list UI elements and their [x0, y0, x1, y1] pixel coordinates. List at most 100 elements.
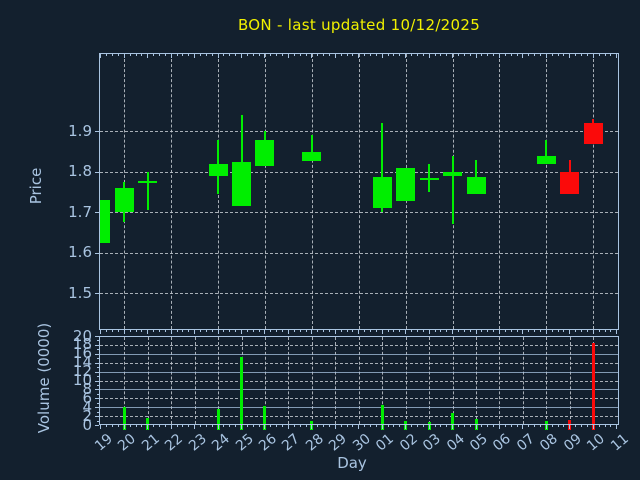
x-tick: [428, 54, 430, 58]
x-tick: [592, 330, 594, 334]
x-minor-tick: [270, 54, 272, 56]
x-minor-tick: [235, 54, 237, 56]
x-minor-tick: [182, 330, 184, 332]
x-minor-tick: [586, 330, 588, 332]
candle-wick: [146, 171, 149, 211]
x-minor-tick: [440, 54, 442, 56]
candle-body: [396, 167, 416, 201]
x-minor-tick: [299, 425, 301, 427]
x-tick: [522, 330, 524, 334]
x-minor-tick: [211, 54, 213, 56]
x-minor-tick: [270, 425, 272, 427]
x-minor-tick: [299, 54, 301, 56]
x-minor-tick: [375, 330, 377, 332]
x-tick: [170, 425, 172, 429]
x-minor-tick: [598, 425, 600, 427]
candle-body: [100, 200, 111, 243]
v-gridline: [264, 54, 266, 329]
x-minor-tick: [563, 425, 565, 427]
candle-wick: [381, 123, 384, 213]
x-minor-tick: [293, 425, 295, 427]
x-minor-tick: [141, 330, 143, 332]
x-tick: [147, 425, 149, 429]
x-minor-tick: [563, 54, 565, 56]
x-tick: [381, 54, 383, 58]
candle-wick: [240, 115, 243, 207]
x-minor-tick: [317, 330, 319, 332]
x-tick: [545, 425, 547, 429]
x-tick: [452, 54, 454, 58]
volume-bar: [216, 409, 220, 424]
h-gridline: [100, 344, 618, 346]
x-minor-tick: [487, 425, 489, 427]
x-minor-tick: [282, 54, 283, 56]
x-minor-tick: [305, 425, 307, 427]
y-tick: [97, 420, 99, 422]
x-minor-tick: [411, 54, 412, 56]
x-minor-tick: [164, 54, 166, 56]
h-gridline: [100, 252, 618, 254]
x-minor-tick: [176, 425, 178, 427]
candle-body: [208, 164, 228, 176]
x-minor-tick: [387, 54, 389, 56]
h-gridline: [100, 371, 618, 373]
x-minor-tick: [129, 425, 131, 427]
x-minor-tick: [481, 54, 483, 56]
x-minor-tick: [135, 54, 137, 56]
x-minor-tick: [117, 425, 119, 427]
x-minor-tick: [393, 54, 395, 56]
x-minor-tick: [135, 425, 137, 427]
x-tick: [264, 54, 266, 58]
x-tick: [498, 330, 500, 334]
y-tick: [95, 293, 99, 295]
h-gridline: [100, 398, 618, 400]
x-minor-tick: [158, 54, 160, 56]
x-minor-tick: [528, 330, 530, 332]
x-minor-tick: [551, 425, 553, 427]
x-minor-tick: [158, 425, 160, 427]
x-minor-tick: [317, 54, 319, 56]
x-minor-tick: [223, 330, 225, 332]
candle-body: [419, 177, 439, 181]
x-minor-tick: [540, 330, 541, 332]
x-minor-tick: [117, 330, 119, 332]
candle-body: [560, 171, 580, 194]
h-gridline: [100, 353, 618, 355]
volume-bar: [544, 421, 548, 424]
x-tick: [616, 425, 618, 429]
x-tick: [123, 425, 125, 429]
x-minor-tick: [258, 425, 260, 427]
y-tick: [97, 376, 99, 378]
volume-bar: [263, 405, 267, 424]
x-minor-tick: [153, 425, 155, 427]
y-tick: [95, 344, 99, 346]
y-tick: [95, 171, 99, 173]
x-tick: [287, 425, 289, 429]
x-minor-tick: [246, 425, 248, 427]
x-tick: [264, 330, 266, 334]
h-gridline: [100, 407, 618, 409]
x-minor-tick: [370, 54, 371, 56]
x-minor-tick: [182, 425, 184, 427]
x-minor-tick: [229, 330, 231, 332]
x-tick: [194, 330, 196, 334]
price-tick-label: 1.9: [68, 121, 92, 140]
y-tick: [95, 336, 99, 337]
x-minor-tick: [493, 54, 495, 56]
x-minor-tick: [276, 425, 278, 427]
y-tick: [97, 367, 99, 369]
candle-wick: [545, 140, 548, 164]
candle-body: [466, 176, 486, 194]
x-minor-tick: [158, 330, 160, 332]
x-minor-tick: [229, 54, 231, 56]
x-tick: [123, 54, 125, 58]
x-minor-tick: [205, 425, 207, 427]
volume-bar: [474, 419, 478, 424]
x-minor-tick: [188, 330, 190, 332]
candle-body: [114, 187, 134, 213]
x-tick: [452, 425, 454, 429]
x-tick: [241, 425, 242, 429]
x-minor-tick: [106, 425, 108, 427]
x-minor-tick: [340, 330, 342, 332]
v-gridline: [358, 54, 360, 329]
